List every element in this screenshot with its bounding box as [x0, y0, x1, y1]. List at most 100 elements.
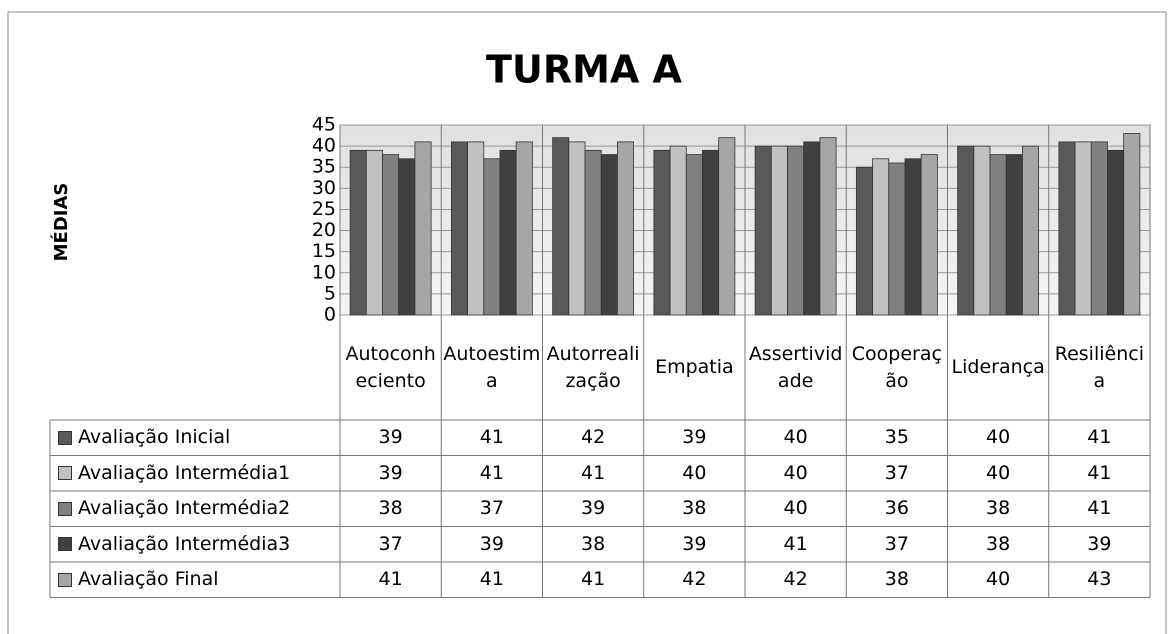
bar — [467, 141, 485, 316]
legend-label: Avaliação Inicial — [78, 426, 231, 449]
table-value: 38 — [378, 497, 403, 520]
table-value: 40 — [783, 461, 808, 484]
bar — [568, 141, 586, 316]
bar — [718, 137, 736, 316]
y-axis-label: MÉDIAS — [50, 183, 72, 262]
bar — [1058, 141, 1076, 316]
x-tick-label: Autorrealização — [546, 342, 640, 392]
bar — [702, 149, 720, 316]
x-tick-label: Cooperação — [851, 342, 942, 392]
table-value: 37 — [884, 532, 909, 555]
legend-swatch — [58, 572, 72, 587]
y-tick-label: 40 — [312, 135, 336, 157]
bar — [819, 137, 837, 316]
table-value: 42 — [581, 426, 606, 449]
table-value: 40 — [682, 461, 707, 484]
y-tick-label: 35 — [312, 156, 336, 178]
x-tick-label: Assertividade — [748, 342, 843, 392]
table-value: 39 — [378, 426, 403, 449]
table-value: 35 — [884, 426, 909, 449]
table-value: 40 — [783, 426, 808, 449]
bar — [888, 162, 906, 316]
y-tick-label: 15 — [312, 240, 336, 262]
legend-label: Avaliação Intermédia1 — [78, 461, 291, 484]
legend-entry: Avaliação Intermédia3 — [50, 527, 340, 563]
x-tick-label: Resiliência — [1054, 342, 1144, 392]
legend-entry: Avaliação Final — [50, 562, 340, 598]
bar — [450, 141, 468, 316]
y-tick-label: 5 — [324, 282, 336, 304]
table-value: 39 — [479, 532, 504, 555]
legend-label: Avaliação Final — [78, 568, 219, 591]
bar — [584, 149, 602, 316]
table-value: 39 — [682, 532, 707, 555]
bar — [1090, 141, 1108, 316]
table-value: 38 — [884, 568, 909, 591]
chart-border — [7, 11, 1167, 634]
bar — [552, 137, 570, 316]
table-value: 36 — [884, 497, 909, 520]
bar — [989, 154, 1007, 316]
y-tick-label: 10 — [312, 261, 336, 283]
legend-label: Avaliação Intermédia2 — [78, 497, 291, 520]
table-value: 38 — [986, 497, 1011, 520]
table-value: 42 — [682, 568, 707, 591]
legend-entry: Avaliação Inicial — [50, 420, 340, 456]
table-value: 38 — [581, 532, 606, 555]
bar — [349, 149, 367, 316]
table-value: 41 — [1087, 497, 1112, 520]
table-value: 37 — [479, 497, 504, 520]
bar — [1074, 141, 1092, 316]
bar — [872, 158, 890, 316]
table-value: 41 — [581, 461, 606, 484]
table-value: 42 — [783, 568, 808, 591]
bar — [920, 154, 938, 316]
bar — [754, 145, 772, 316]
legend-label: Avaliação Intermédia3 — [78, 532, 291, 555]
y-tick-label: 0 — [324, 304, 336, 326]
table-value: 37 — [378, 532, 403, 555]
y-tick-label: 45 — [312, 114, 336, 136]
bar — [855, 166, 873, 316]
bar — [653, 149, 671, 316]
x-tick-label: Empatia — [655, 356, 734, 378]
bar — [1022, 145, 1040, 316]
table-value: 38 — [682, 497, 707, 520]
bar — [1123, 133, 1141, 316]
bar — [770, 145, 788, 316]
legend-entry: Avaliação Intermédia1 — [50, 456, 340, 492]
bar — [904, 158, 922, 316]
bar — [398, 158, 416, 316]
bar — [669, 145, 687, 316]
bar — [483, 158, 501, 316]
table-value: 40 — [986, 426, 1011, 449]
table-value: 40 — [986, 461, 1011, 484]
bar — [1005, 154, 1023, 316]
table-value: 41 — [1087, 426, 1112, 449]
bar — [617, 141, 635, 316]
table-value: 39 — [581, 497, 606, 520]
table-value: 43 — [1087, 568, 1112, 591]
table-value: 41 — [378, 568, 403, 591]
bar — [382, 154, 400, 316]
table-value: 37 — [884, 461, 909, 484]
bar — [685, 154, 703, 316]
bar — [600, 154, 618, 316]
x-tick-label: Autoestima — [443, 342, 541, 392]
table-value: 40 — [986, 568, 1011, 591]
table-value: 41 — [581, 568, 606, 591]
table-value: 41 — [479, 568, 504, 591]
table-value: 41 — [783, 532, 808, 555]
x-tick-label: Liderança — [951, 356, 1045, 378]
bar — [1107, 149, 1125, 316]
table-value: 41 — [1087, 461, 1112, 484]
bar — [973, 145, 991, 316]
bar — [803, 141, 821, 316]
legend-swatch — [58, 430, 72, 445]
bar — [957, 145, 975, 316]
table-value: 38 — [986, 532, 1011, 555]
bar — [499, 149, 517, 316]
bar — [787, 145, 805, 316]
